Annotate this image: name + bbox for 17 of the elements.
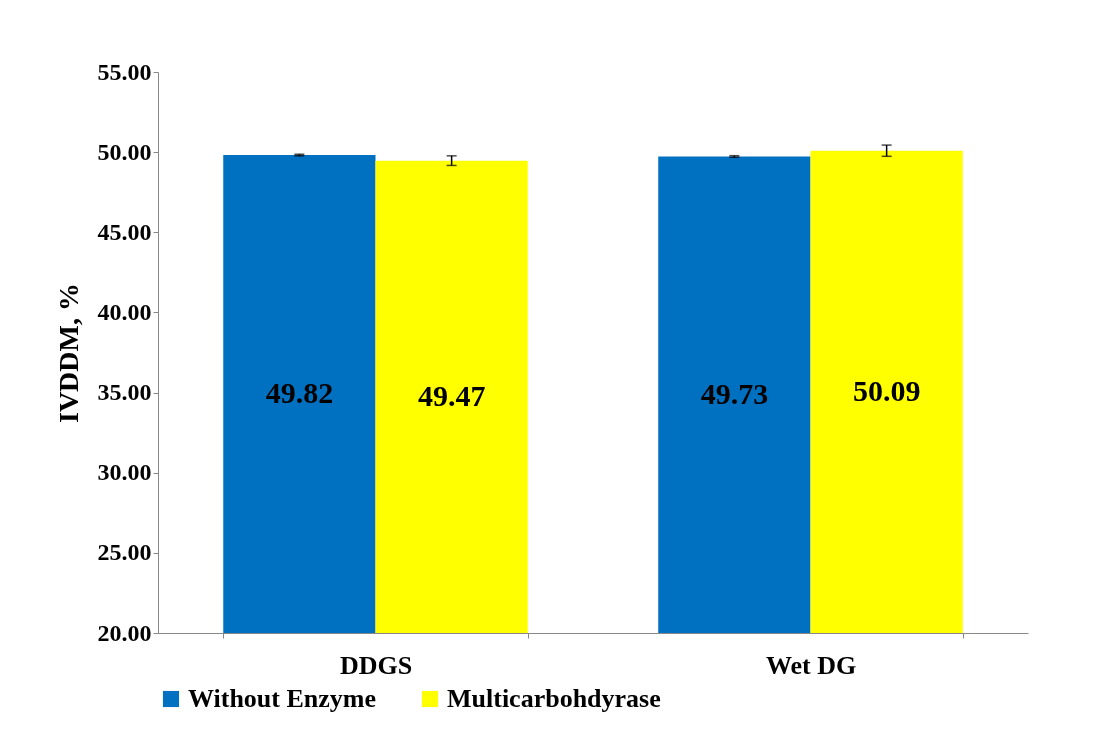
y-tick-label: 45.00 [97, 218, 152, 245]
y-tick-label: 20.00 [97, 619, 152, 646]
legend-label: Without Enzyme [188, 684, 377, 713]
x-tick-label: Wet DG [765, 650, 857, 680]
y-axis-title: IVDDM, % [52, 283, 84, 423]
y-tick-label: 25.00 [97, 539, 152, 566]
y-tick-label: 30.00 [97, 459, 152, 486]
y-tick-label: 55.00 [97, 58, 152, 85]
data-label: 49.73 [700, 376, 769, 410]
data-label: 50.09 [852, 373, 921, 407]
data-label: 49.47 [417, 378, 486, 412]
y-tick-label: 35.00 [97, 379, 152, 406]
y-tick-label: 40.00 [97, 298, 152, 325]
y-tick-label: 50.00 [97, 138, 152, 165]
x-tick-label: DDGS [339, 650, 413, 680]
data-label: 49.82 [265, 376, 334, 410]
legend-label: Multicarbohdyrase [447, 684, 661, 713]
